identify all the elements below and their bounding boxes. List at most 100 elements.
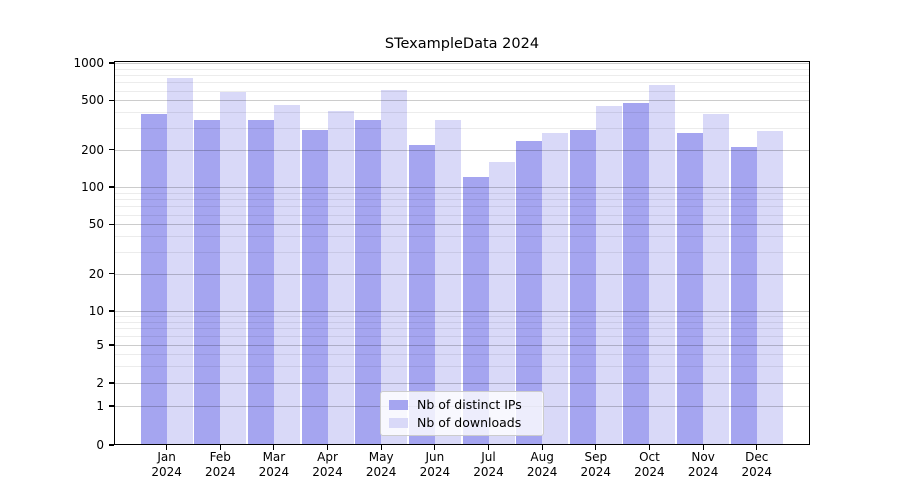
gridline-major: [114, 149, 810, 151]
gridline-major: [114, 63, 810, 64]
gridline-minor: [114, 214, 810, 216]
legend-item: Nb of distinct IPs: [389, 397, 543, 412]
x-tick-month: Aug: [530, 450, 554, 464]
chart-title: STexampleData 2024: [384, 36, 540, 52]
x-tick-month: Nov: [691, 450, 715, 464]
gridline-minor: [114, 75, 810, 77]
gridline-minor: [114, 127, 810, 129]
x-tick-month: Dec: [745, 450, 769, 464]
bar-nb-of-downloads: [220, 92, 247, 445]
gridline-minor: [114, 68, 810, 70]
x-tick: [541, 445, 543, 450]
x-tick-label: Jul 2024: [462, 450, 516, 480]
gridline-minor: [114, 199, 810, 201]
bar-nb-of-downloads: [381, 90, 408, 445]
x-tick-year: 2024: [580, 465, 612, 479]
x-tick: [434, 445, 436, 450]
gridline-minor: [114, 354, 810, 356]
y-tick-label: 5: [96, 338, 104, 352]
y-tick-label: 10: [88, 304, 104, 318]
x-tick-month: Jul: [481, 450, 496, 464]
gridline-minor: [114, 90, 810, 92]
x-tick: [273, 445, 275, 450]
gridline-major: [114, 187, 810, 188]
bar-nb-of-downloads: [703, 114, 730, 445]
x-tick-label: Apr 2024: [301, 450, 355, 480]
x-tick-month: Feb: [209, 450, 231, 464]
x-tick-label: Jun 2024: [408, 450, 462, 480]
y-tick-label: 0: [96, 438, 104, 452]
bar-nb-of-downloads: [542, 132, 569, 445]
x-tick-month: Mar: [262, 450, 286, 464]
gridline-minor: [114, 251, 810, 253]
x-tick: [595, 445, 597, 450]
x-tick-year: 2024: [687, 465, 719, 479]
x-tick-label: Dec 2024: [730, 450, 784, 480]
gridline-major: [114, 383, 810, 384]
bar-nb-of-downloads: [327, 111, 354, 445]
legend-swatch-distinct-ips: [389, 399, 408, 410]
bar-nb-of-downloads: [273, 105, 300, 445]
y-tick: [109, 186, 114, 188]
x-tick-year: 2024: [365, 465, 397, 479]
bar-nb-of-distinct-ips: [140, 114, 167, 445]
y-tick: [109, 223, 114, 225]
y-tick: [109, 62, 114, 64]
y-tick: [109, 405, 114, 407]
bar-nb-of-distinct-ips: [677, 132, 704, 445]
x-tick-year: 2024: [473, 465, 504, 479]
y-tick: [109, 444, 114, 446]
bar-nb-of-downloads: [756, 130, 783, 445]
legend: Nb of distinct IPs Nb of downloads: [380, 391, 544, 436]
y-tick: [109, 99, 114, 101]
x-tick: [380, 445, 382, 450]
x-tick: [702, 445, 704, 450]
y-tick-label: 200: [81, 142, 104, 157]
legend-item: Nb of downloads: [389, 415, 543, 430]
gridline-minor: [114, 82, 810, 84]
gridline-major: [114, 345, 810, 346]
x-tick-year: 2024: [258, 465, 290, 479]
x-tick-label: May 2024: [354, 450, 408, 480]
x-tick: [326, 445, 329, 450]
x-tick-month: Jan: [157, 450, 176, 464]
gridline-minor: [114, 336, 810, 338]
gridline-minor: [114, 206, 810, 208]
bar-nb-of-downloads: [434, 119, 461, 445]
bar-nb-of-distinct-ips: [247, 120, 274, 445]
x-tick-year: 2024: [151, 465, 182, 479]
x-tick-label: Oct 2024: [622, 450, 676, 480]
bar-nb-of-downloads: [166, 77, 193, 445]
bar-nb-of-distinct-ips: [569, 129, 596, 445]
gridline-major: [114, 311, 810, 312]
x-tick-year: 2024: [526, 465, 558, 479]
x-tick-label: Feb 2024: [193, 450, 247, 480]
x-tick: [166, 445, 168, 450]
gridline-minor: [114, 321, 810, 323]
x-tick-month: Oct: [639, 450, 660, 464]
x-tick-label: Aug 2024: [515, 450, 569, 480]
x-tick: [487, 445, 490, 450]
bar-nb-of-distinct-ips: [730, 147, 757, 445]
gridline-minor: [114, 316, 810, 318]
x-tick: [756, 445, 758, 450]
x-tick: [648, 445, 651, 450]
gridline-minor: [114, 192, 810, 194]
gridline-major: [114, 273, 810, 275]
y-tick: [109, 310, 114, 312]
x-tick-year: 2024: [204, 465, 236, 479]
x-tick-label: Sep 2024: [569, 450, 623, 480]
legend-swatch-downloads: [389, 417, 408, 428]
gridline-major: [114, 100, 810, 102]
gridline-minor: [114, 112, 810, 114]
x-tick-month: May: [368, 450, 394, 464]
bar-nb-of-distinct-ips: [355, 120, 382, 445]
y-tick-label: 100: [81, 180, 104, 194]
x-tick-month: Sep: [584, 450, 608, 464]
x-tick-year: 2024: [634, 465, 665, 479]
y-tick-label: 1: [96, 399, 104, 413]
y-tick-label: 20: [88, 266, 104, 281]
y-tick-label: 2: [96, 376, 104, 390]
x-tick-year: 2024: [312, 465, 343, 479]
